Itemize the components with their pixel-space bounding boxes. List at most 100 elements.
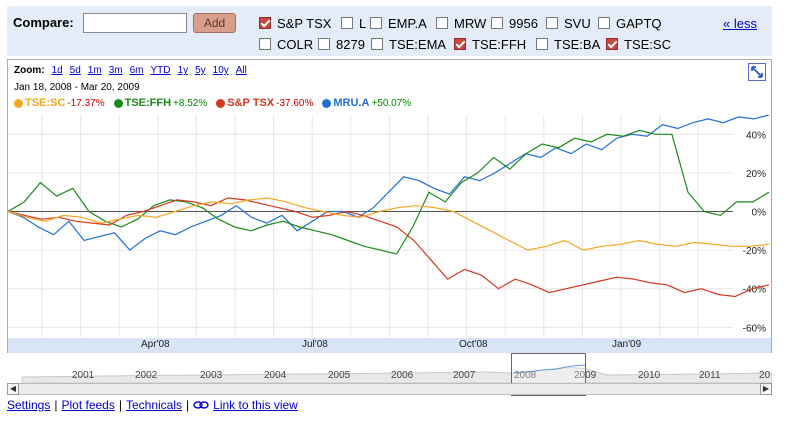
legend-change: +8.52% [173, 97, 208, 109]
series-line-s-p-tsx[interactable] [8, 197, 770, 298]
ticker-label: 9956 [509, 15, 538, 31]
ticker-label: L [359, 15, 367, 31]
footer-links: Settings | Plot feeds | Technicals | Lin… [7, 398, 298, 412]
ticker-checkbox[interactable]: EMP.A [370, 15, 427, 31]
compare-panel: Compare: Add S&P TSX L EMP.A MRW 9956 SV… [7, 6, 772, 56]
ticker-checkbox[interactable]: COLR [259, 36, 313, 52]
legend-dot-icon [322, 98, 332, 108]
separator: | [54, 398, 58, 412]
series-line-tse-ffh[interactable] [8, 129, 770, 255]
checkbox-icon[interactable] [370, 17, 382, 29]
y-tick-label: -40% [743, 285, 766, 296]
checkbox-icon[interactable] [454, 38, 466, 50]
compare-label: Compare: [13, 15, 74, 30]
compare-input[interactable] [83, 13, 187, 33]
zoom-label: Zoom: [14, 65, 45, 76]
x-axis: Apr'08 Jul'08 Oct'08 Jan'09 [8, 338, 771, 353]
link-to-view-link[interactable]: Link to this view [213, 398, 298, 412]
checkbox-icon[interactable] [436, 17, 448, 29]
checkbox-icon[interactable] [341, 17, 353, 29]
ticker-label: SVU [564, 15, 591, 31]
checkbox-icon[interactable] [606, 38, 618, 50]
legend-change: -37.60% [276, 97, 314, 109]
zoom-option[interactable]: 5y [195, 65, 206, 76]
ticker-label: EMP.A [388, 15, 427, 31]
ticker-checkbox[interactable]: L [341, 15, 366, 31]
legend-item[interactable]: MRU.A +50.07% [322, 97, 411, 109]
legend-dot-icon [216, 98, 226, 108]
zoom-option[interactable]: 10y [212, 65, 229, 76]
checkbox-icon[interactable] [259, 17, 271, 29]
legend-name: MRU.A [333, 97, 370, 109]
link-chain-icon [193, 401, 209, 409]
separator: | [186, 398, 190, 412]
ticker-checkbox[interactable]: 9956 [491, 15, 538, 31]
ticker-label: TSE:BA [554, 36, 601, 52]
ticker-checkbox[interactable]: MRW [436, 15, 486, 31]
zoom-option[interactable]: 5d [69, 65, 81, 76]
ticker-label: TSE:FFH [472, 36, 527, 52]
nav-year: 2008 [514, 370, 537, 381]
scroll-right-icon[interactable]: ▶ [760, 383, 772, 395]
series-line-mru-a[interactable] [8, 115, 770, 251]
ticker-label: COLR [277, 36, 314, 52]
zoom-option[interactable]: 6m [129, 65, 144, 76]
nav-year: 2003 [200, 370, 223, 381]
zoom-bar: Zoom: 1d 5d 1m 3m 6m YTD 1y 5y 10y All [14, 65, 247, 76]
ticker-checkbox[interactable]: TSE:FFH [454, 36, 526, 52]
add-button[interactable]: Add [193, 13, 236, 33]
checkbox-icon[interactable] [598, 17, 610, 29]
ticker-checkbox[interactable]: TSE:SC [606, 36, 671, 52]
y-tick-label: 0% [752, 208, 767, 219]
plot-feeds-link[interactable]: Plot feeds [61, 398, 115, 412]
ticker-checkbox[interactable]: 8279 [318, 36, 365, 52]
nav-year: 2005 [328, 370, 351, 381]
legend-name: TSE:FFH [124, 97, 172, 109]
zoom-option[interactable]: 1y [177, 65, 189, 76]
series-line-tse-sc[interactable] [8, 197, 770, 251]
zoom-option[interactable]: 1d [51, 65, 63, 76]
ticker-checkbox[interactable]: TSE:EMA [371, 36, 446, 52]
legend-change: -17.37% [67, 97, 105, 109]
nav-year: 2007 [453, 370, 476, 381]
ticker-checkbox[interactable]: GAPTQ [598, 15, 662, 31]
ticker-label: TSE:SC [624, 36, 671, 52]
legend-item[interactable]: TSE:FFH +8.52% [113, 97, 208, 109]
less-link[interactable]: « less [723, 16, 757, 31]
timeline-scrollbar[interactable]: ◀ ▶ [7, 383, 772, 395]
legend-dot-icon [14, 98, 23, 108]
timeline-navigator[interactable]: 2001 2002 2003 2004 2005 2006 2007 2008 … [7, 353, 772, 396]
legend-item[interactable]: S&P TSX -37.60% [216, 97, 313, 109]
zoom-option[interactable]: 1m [87, 65, 102, 76]
ticker-checkbox[interactable]: SVU [546, 15, 591, 31]
checkbox-icon[interactable] [318, 38, 330, 50]
checkbox-icon[interactable] [536, 38, 548, 50]
navigator-sparkline [7, 353, 772, 383]
separator: | [118, 398, 122, 412]
ticker-checkbox[interactable]: TSE:BA [536, 36, 600, 52]
checkbox-icon[interactable] [259, 38, 271, 50]
technicals-link[interactable]: Technicals [125, 398, 183, 412]
zoom-option[interactable]: 3m [108, 65, 123, 76]
date-range: Jan 18, 2008 - Mar 20, 2009 [14, 82, 140, 93]
zoom-option[interactable]: All [235, 65, 247, 76]
nav-year: 2006 [391, 370, 414, 381]
ticker-label: GAPTQ [616, 15, 662, 31]
nav-year: 2004 [264, 370, 287, 381]
legend-item[interactable]: TSE:SC -17.37% [14, 97, 105, 109]
ticker-checkbox[interactable]: S&P TSX [259, 15, 331, 31]
y-tick-label: -60% [743, 323, 766, 334]
ticker-label: 8279 [336, 36, 365, 52]
checkbox-icon[interactable] [491, 17, 503, 29]
settings-link[interactable]: Settings [7, 398, 51, 412]
price-chart[interactable]: 40% 20% 0% -20% -40% -60% [8, 115, 771, 338]
ticker-label: TSE:EMA [389, 36, 447, 52]
scroll-left-icon[interactable]: ◀ [7, 383, 19, 395]
x-tick-label: Oct'08 [459, 339, 488, 350]
checkbox-icon[interactable] [371, 38, 383, 50]
checkbox-icon[interactable] [546, 17, 558, 29]
expand-icon[interactable] [748, 63, 766, 81]
nav-year: 2010 [638, 370, 661, 381]
zoom-option[interactable]: YTD [150, 65, 171, 76]
x-tick-label: Apr'08 [141, 339, 170, 350]
